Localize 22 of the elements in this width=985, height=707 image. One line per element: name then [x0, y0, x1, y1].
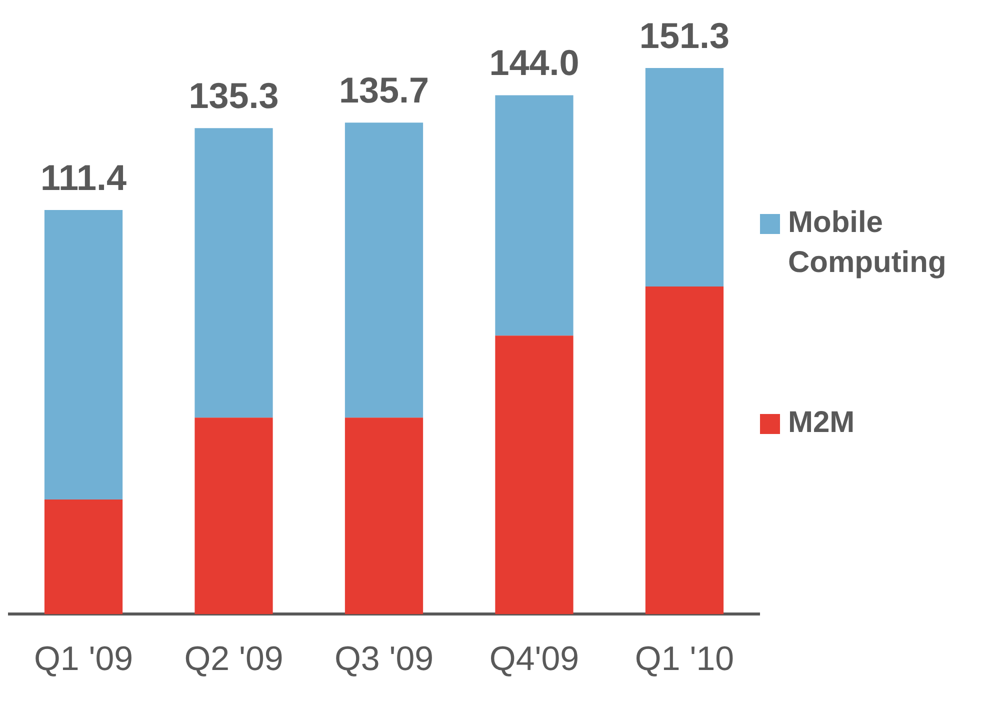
annotation: 111.4	[40, 156, 127, 198]
bar	[194, 418, 273, 614]
x-tick-label: Q2 '09	[184, 640, 284, 678]
legend-label: Mobile Computing	[788, 205, 948, 281]
x-tick-label: Q1 '10	[634, 640, 734, 678]
bar	[44, 500, 123, 614]
bar	[495, 95, 574, 336]
bar	[645, 68, 724, 286]
x-tick-label: Q4'09	[489, 640, 580, 678]
bar	[194, 128, 273, 418]
bar	[344, 418, 424, 614]
bar	[44, 210, 123, 500]
annotation: 135.7	[338, 70, 430, 111]
bar	[645, 286, 724, 614]
legend-label: M2M	[788, 405, 856, 441]
text: 151.3	[639, 14, 730, 56]
bar	[495, 336, 574, 614]
annotation: 144.0	[489, 42, 580, 84]
x-tick-label: Q1 '09	[34, 640, 134, 678]
x-tick-label: Q3 '09	[334, 640, 434, 678]
annotation: 135.3	[188, 75, 279, 116]
bar	[344, 122, 424, 418]
